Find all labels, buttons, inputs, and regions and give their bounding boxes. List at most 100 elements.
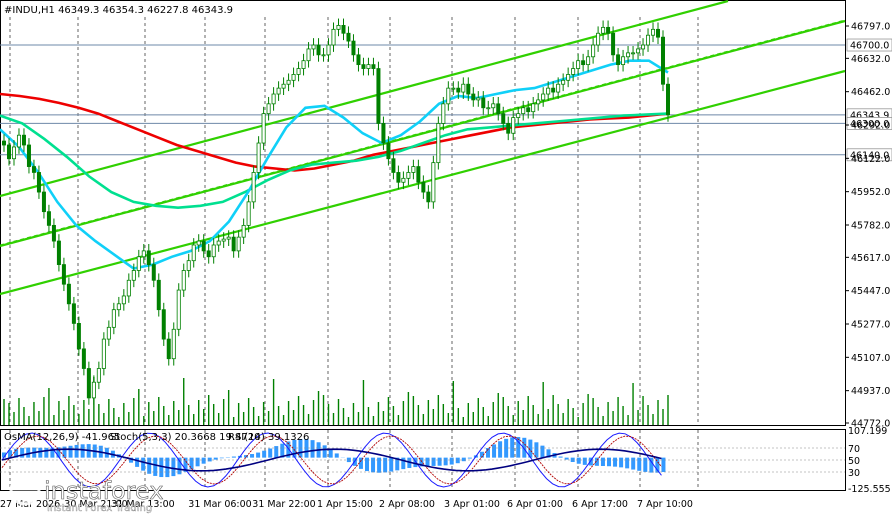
osma-label: OsMA(12,26,9) -41.965	[4, 432, 120, 443]
candle-body	[336, 25, 341, 30]
osma-bar	[588, 457, 593, 466]
price-tick-label: 46797.0	[851, 22, 890, 33]
price-tick-label: 45447.0	[851, 286, 890, 297]
osma-bar	[594, 457, 599, 466]
candle-body	[646, 34, 651, 46]
channel-midline	[0, 19, 846, 246]
candle-body	[481, 97, 486, 109]
candle-body	[561, 79, 566, 85]
candle-body	[371, 64, 376, 69]
time-tick-label: 3 Apr 01:00	[444, 499, 500, 510]
osma-bar	[334, 453, 339, 458]
candle-body	[576, 60, 581, 69]
osma-bar	[159, 457, 164, 478]
candle-body	[356, 54, 361, 66]
osma-bar	[504, 438, 509, 458]
price-tick-label: 44772.0	[851, 419, 890, 430]
osma-bar	[383, 457, 388, 473]
candle-body	[571, 68, 576, 75]
osma-bar	[20, 447, 25, 458]
candle-body	[171, 328, 176, 360]
candle-body	[531, 103, 536, 113]
candle-body	[326, 44, 331, 56]
candle-body	[401, 177, 406, 183]
price-tick-label: 46632.0	[851, 54, 890, 65]
candle-body	[616, 54, 621, 66]
price-level-label: 46300.0	[850, 119, 889, 130]
candle-body	[351, 40, 356, 56]
osma-bar	[171, 457, 176, 477]
osma-bar	[510, 437, 515, 458]
candle-body	[256, 142, 261, 173]
candle-body	[91, 381, 96, 399]
price-level-box	[846, 38, 892, 52]
osma-bar	[50, 447, 55, 458]
osma-bar	[38, 447, 43, 458]
osma-bar	[619, 457, 624, 468]
stoch-main-line	[1, 432, 662, 488]
osma-bar	[637, 457, 642, 471]
osma-bar	[419, 457, 424, 467]
indicator-tick-label: -125.555	[848, 484, 891, 495]
candle-body	[661, 36, 666, 85]
osma-bar	[80, 444, 85, 458]
candle-body	[386, 142, 391, 160]
osma-bar	[141, 457, 146, 471]
candle-body	[516, 113, 521, 118]
candle-body	[16, 134, 21, 148]
osma-bar	[183, 457, 188, 472]
time-tick-label: 2 Apr 08:00	[379, 499, 435, 510]
candle-body	[151, 264, 156, 281]
indicator-tick-label: 70	[848, 444, 860, 455]
osma-bar	[655, 457, 660, 473]
osma-bar	[613, 457, 618, 467]
candle-body	[451, 87, 456, 90]
candle-body	[181, 270, 186, 291]
candle-body	[626, 52, 631, 58]
osma-bar	[486, 448, 490, 458]
osma-bar	[268, 448, 273, 458]
osma-bar	[395, 457, 400, 471]
osma-bar	[443, 457, 448, 466]
candle-body	[26, 144, 31, 167]
osma-bar	[231, 456, 236, 458]
candle-body	[621, 56, 626, 66]
volume-bars	[3, 377, 669, 425]
osma-bar	[2, 452, 6, 458]
osma-bar	[498, 441, 503, 458]
osma-bar	[292, 439, 297, 458]
candle-body	[296, 68, 301, 75]
osma-bar	[8, 450, 13, 458]
candle-body	[406, 172, 411, 179]
price-tick-label: 46122.0	[851, 154, 890, 165]
candle-body	[226, 236, 231, 240]
osma-bar	[310, 440, 315, 458]
candle-body	[536, 99, 541, 105]
price-axis: 46797.0 46632.0 46462.0 46292.0 46122.0 45952…	[845, 22, 890, 430]
osma-bar	[516, 437, 521, 458]
candle-body	[71, 303, 76, 324]
osma-bar	[371, 457, 376, 473]
osma-bar	[26, 447, 31, 458]
osma-bar	[129, 457, 134, 463]
candle-body	[31, 166, 36, 173]
candle-body	[211, 244, 216, 258]
osma-bar	[461, 457, 466, 462]
time-tick-label: 1 Apr 15:00	[317, 499, 373, 510]
brand-tagline: Instant Forex Trading	[47, 503, 152, 514]
osma-bar	[558, 456, 563, 458]
candle-body	[306, 48, 311, 62]
candle-body	[261, 113, 266, 144]
osma-bar	[431, 457, 436, 466]
candle-body	[396, 172, 401, 183]
candle-body	[166, 338, 171, 360]
candle-body	[241, 224, 246, 238]
osma-bar	[262, 450, 267, 458]
osma-bar	[322, 445, 327, 458]
osma-bar	[564, 457, 569, 460]
osma-bar	[365, 457, 369, 472]
osma-bar	[280, 443, 285, 458]
candle-body	[496, 103, 501, 115]
